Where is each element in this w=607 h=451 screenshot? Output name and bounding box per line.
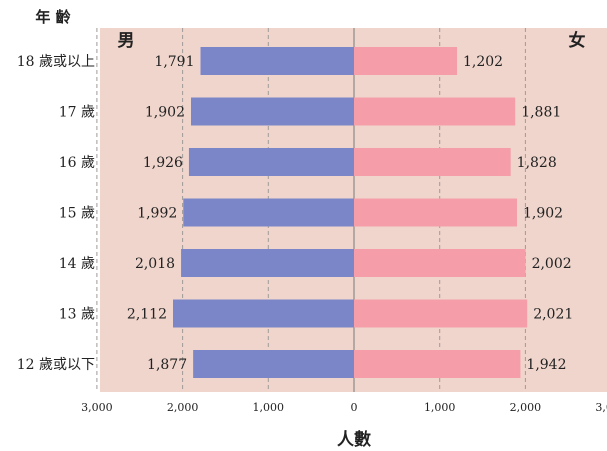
category-label: 16 歲 (59, 155, 95, 171)
labels-group: 1,791 1,202 18 歲或以上 1,902 1,881 17 歲 1,926 1,82… (17, 54, 607, 414)
y-axis-title: 年 齡 (35, 8, 70, 26)
female-series-label: 女 (569, 30, 586, 51)
bar-male (173, 299, 354, 328)
data-label-male: 2,018 (135, 256, 175, 272)
x-tick-label: 1,000 (424, 401, 456, 414)
category-label: 15 歲 (59, 206, 95, 222)
data-label-female: 1,881 (521, 105, 561, 121)
category-label: 13 歲 (59, 307, 95, 323)
data-label-male: 1,992 (137, 206, 177, 222)
x-tick-label: 3,000 (595, 401, 607, 414)
x-axis-title: 人數 (337, 429, 371, 450)
x-tick-label: 3,000 (81, 401, 113, 414)
data-label-male: 1,877 (147, 357, 187, 373)
bar-female (354, 47, 458, 75)
data-label-female: 1,942 (526, 357, 566, 373)
bar-female (354, 148, 511, 176)
bar-female (354, 350, 521, 378)
data-label-male: 1,926 (143, 155, 183, 171)
x-tick-label: 2,000 (167, 401, 199, 414)
bar-female (354, 198, 518, 227)
data-label-female: 1,202 (463, 54, 503, 70)
bar-male (193, 350, 354, 378)
bar-male (188, 148, 354, 176)
x-tick-label: 1,000 (253, 401, 285, 414)
x-tick-label: 0 (351, 401, 358, 414)
data-label-female: 1,828 (517, 155, 557, 171)
data-label-female: 2,021 (533, 307, 573, 323)
data-label-female: 2,002 (532, 256, 572, 272)
category-label: 18 歲或以上 (17, 54, 95, 70)
bar-female (354, 97, 516, 126)
category-label: 14 歲 (59, 256, 95, 272)
bar-male (190, 97, 354, 126)
data-label-female: 1,902 (523, 206, 563, 222)
category-label: 17 歲 (59, 105, 95, 121)
data-label-male: 1,902 (145, 105, 185, 121)
male-series-label: 男 (118, 31, 135, 51)
x-tick-label: 2,000 (510, 401, 542, 414)
bar-male (183, 198, 354, 227)
bar-male (200, 47, 354, 75)
category-label: 12 歲或以下 (17, 357, 95, 373)
bar-female (354, 249, 526, 277)
bar-female (354, 299, 528, 328)
data-label-male: 1,791 (154, 54, 194, 70)
data-label-male: 2,112 (127, 307, 167, 323)
bars-group (173, 47, 528, 378)
bar-male (181, 249, 354, 277)
